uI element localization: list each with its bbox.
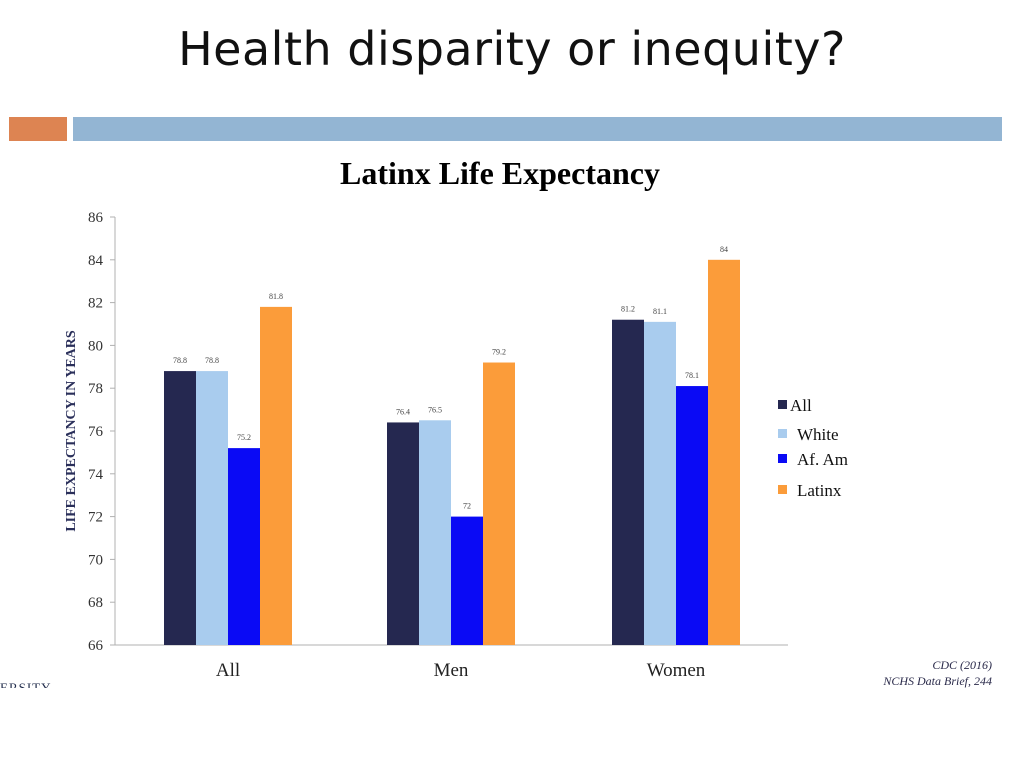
source-line-2: NCHS Data Brief, 244 (883, 674, 992, 688)
accent-bar-orange (9, 117, 67, 141)
data-label: 81.2 (621, 305, 635, 314)
bar-latinx-men (483, 362, 515, 645)
legend-swatch (778, 429, 787, 438)
bar-all-all (164, 371, 196, 645)
chart-title: Latinx Life Expectancy (340, 155, 660, 191)
y-tick-label: 84 (88, 253, 104, 269)
legend-swatch (778, 454, 787, 463)
data-label: 84 (720, 245, 728, 254)
data-label: 72 (463, 502, 471, 511)
bar-white-women (644, 321, 676, 645)
bar-white-men (419, 420, 451, 645)
partial-logo-text: ERSITY (0, 680, 52, 688)
y-axis-label: LIFE EXPECTANCY IN YEARS (64, 330, 79, 532)
y-tick-label: 80 (88, 338, 103, 354)
data-label: 79.2 (492, 348, 506, 357)
y-tick-label: 82 (88, 296, 103, 312)
bar-all-women (612, 319, 644, 645)
y-tick-label: 72 (88, 510, 103, 526)
accent-bar-blue (73, 117, 1002, 141)
life-expectancy-bar-chart: Latinx Life Expectancy LIFE EXPECTANCY IN… (64, 155, 848, 681)
data-label: 78.8 (205, 356, 219, 365)
data-label: 76.4 (396, 407, 410, 416)
legend-label: All (790, 396, 812, 415)
data-label: 78.8 (173, 356, 187, 365)
bar-af-am-all (228, 448, 260, 645)
bar-latinx-women (708, 259, 740, 645)
legend-label: Af. Am (797, 450, 848, 469)
bar-white-all (196, 371, 228, 645)
bar-af-am-men (451, 516, 483, 645)
bar-latinx-all (260, 306, 292, 645)
y-tick-label: 68 (88, 595, 103, 611)
legend-label: Latinx (797, 481, 842, 500)
y-tick-label: 66 (88, 638, 104, 654)
legend-label: White (797, 425, 839, 444)
data-label: 76.5 (428, 405, 442, 414)
y-tick-label: 76 (88, 424, 104, 440)
x-category-label: Women (647, 660, 706, 681)
data-label: 81.8 (269, 292, 283, 301)
data-label: 78.1 (685, 371, 699, 380)
legend-swatch (778, 400, 787, 409)
y-tick-label: 74 (88, 467, 104, 483)
source-line-1: CDC (2016) (932, 658, 992, 672)
bar-all-men (387, 422, 419, 645)
data-label: 81.1 (653, 307, 667, 316)
y-tick-label: 78 (88, 381, 103, 397)
x-category-label: Men (434, 660, 469, 681)
bar-af-am-women (676, 386, 708, 645)
y-tick-label: 70 (88, 552, 103, 568)
legend-swatch (778, 485, 787, 494)
x-category-label: All (216, 660, 240, 681)
source-citation: CDC (2016) NCHS Data Brief, 244 (883, 657, 992, 689)
y-tick-label: 86 (88, 210, 104, 226)
data-label: 75.2 (237, 433, 251, 442)
slide-title: Health disparity or inequity? (178, 22, 846, 76)
